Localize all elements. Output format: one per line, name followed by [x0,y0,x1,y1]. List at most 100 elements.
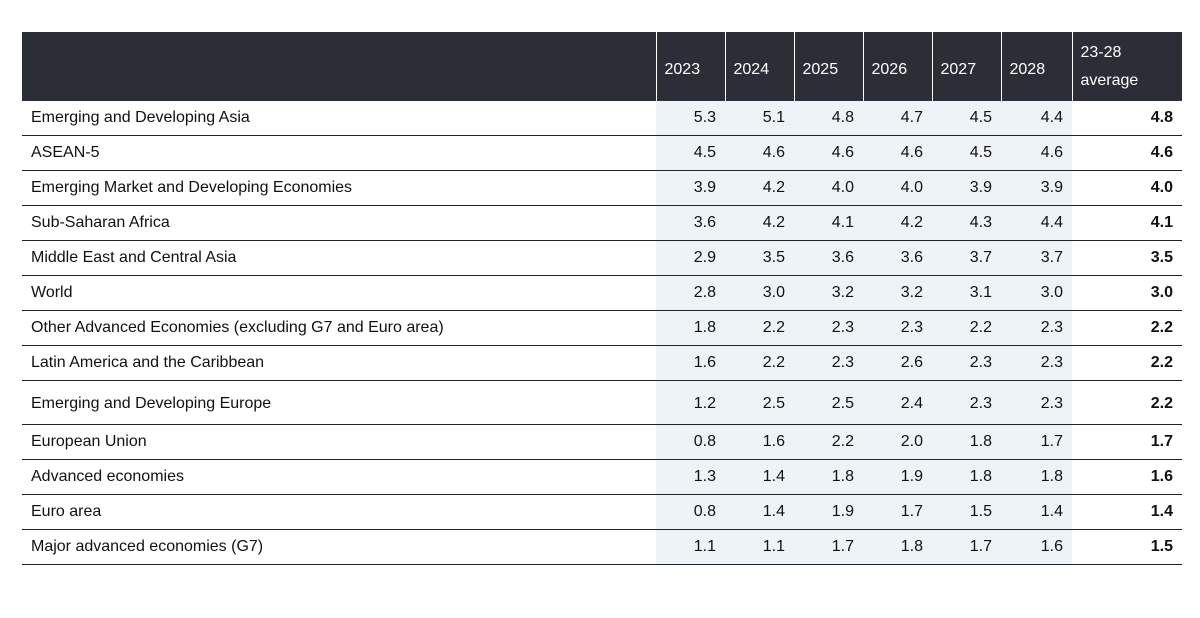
table-header: 2023 2024 2025 2026 2027 2028 23-28 avera… [22,32,1182,101]
header-average-line2: average [1080,71,1139,89]
header-year: 2028 [1000,32,1072,101]
value-cell: 1.7 [863,494,932,530]
average-cell: 1.5 [1072,529,1182,565]
value-cell: 3.9 [656,170,725,206]
value-cell: 1.7 [932,529,1001,565]
value-cell: 3.6 [656,205,725,241]
header-average: 23-28 average [1071,32,1182,101]
value-cell: 4.8 [794,101,863,136]
table-row: Sub-Saharan Africa 3.6 4.2 4.1 4.2 4.3 4.4 4.1 [22,205,1182,241]
value-cell: 1.8 [794,459,863,495]
value-cell: 2.3 [1001,380,1072,425]
value-cell: 4.7 [863,101,932,136]
value-cell: 4.3 [932,205,1001,241]
value-cell: 1.4 [1001,494,1072,530]
value-cell: 2.5 [725,380,794,425]
average-cell: 2.2 [1072,345,1182,381]
value-cell: 3.2 [794,275,863,311]
value-cell: 3.7 [932,240,1001,276]
value-cell: 4.6 [863,135,932,171]
table-body: Emerging and Developing Asia 5.3 5.1 4.8 4.7… [22,101,1182,565]
value-cell: 4.5 [932,135,1001,171]
value-cell: 2.8 [656,275,725,311]
value-cell: 2.0 [863,424,932,460]
average-cell: 1.7 [1072,424,1182,460]
value-cell: 4.6 [725,135,794,171]
value-cell: 4.1 [794,205,863,241]
value-cell: 1.8 [1001,459,1072,495]
value-cell: 2.2 [725,310,794,346]
value-cell: 1.8 [863,529,932,565]
value-cell: 4.4 [1001,101,1072,136]
value-cell: 3.5 [725,240,794,276]
value-cell: 2.6 [863,345,932,381]
table-row: Advanced economies 1.3 1.4 1.8 1.9 1.8 1.8 1.6 [22,459,1182,495]
value-cell: 1.9 [794,494,863,530]
table-row: Emerging Market and Developing Economies… [22,170,1182,206]
value-cell: 1.8 [932,424,1001,460]
average-cell: 2.2 [1072,310,1182,346]
table-row: Middle East and Central Asia 2.9 3.5 3.6 3.6… [22,240,1182,276]
value-cell: 3.9 [932,170,1001,206]
table-row: Emerging and Developing Europe 1.2 2.5 2.5 2… [22,380,1182,425]
header-blank [22,32,656,101]
row-label: Emerging Market and Developing Economies [22,170,656,206]
value-cell: 1.9 [863,459,932,495]
value-cell: 2.2 [794,424,863,460]
row-label: Emerging and Developing Asia [22,101,656,136]
table-row: Latin America and the Caribbean 1.6 2.2 2.3… [22,345,1182,381]
value-cell: 4.2 [725,205,794,241]
value-cell: 4.5 [932,101,1001,136]
table-row: European Union 0.8 1.6 2.2 2.0 1.8 1.7 1.7 [22,424,1182,460]
value-cell: 0.8 [656,424,725,460]
average-cell: 4.1 [1072,205,1182,241]
value-cell: 1.8 [656,310,725,346]
value-cell: 3.0 [725,275,794,311]
value-cell: 1.8 [932,459,1001,495]
value-cell: 3.7 [1001,240,1072,276]
row-label: Major advanced economies (G7) [22,529,656,565]
average-cell: 4.8 [1072,101,1182,136]
value-cell: 2.3 [794,345,863,381]
value-cell: 1.6 [725,424,794,460]
row-label: Advanced economies [22,459,656,495]
table-row: World 2.8 3.0 3.2 3.2 3.1 3.0 3.0 [22,275,1182,311]
value-cell: 2.9 [656,240,725,276]
row-label: Euro area [22,494,656,530]
value-cell: 4.6 [1001,135,1072,171]
value-cell: 1.4 [725,459,794,495]
value-cell: 1.3 [656,459,725,495]
value-cell: 1.2 [656,380,725,425]
value-cell: 5.3 [656,101,725,136]
average-cell: 4.0 [1072,170,1182,206]
value-cell: 3.6 [794,240,863,276]
average-cell: 4.6 [1072,135,1182,171]
row-label: European Union [22,424,656,460]
value-cell: 0.8 [656,494,725,530]
value-cell: 1.6 [1001,529,1072,565]
value-cell: 4.6 [794,135,863,171]
value-cell: 3.0 [1001,275,1072,311]
header-average-line1: 23-28 [1080,43,1122,61]
value-cell: 3.1 [932,275,1001,311]
value-cell: 4.4 [1001,205,1072,241]
value-cell: 3.6 [863,240,932,276]
value-cell: 2.3 [1001,310,1072,346]
row-label: Sub-Saharan Africa [22,205,656,241]
header-year: 2026 [862,32,932,101]
value-cell: 1.4 [725,494,794,530]
row-label: Latin America and the Caribbean [22,345,656,381]
header-year: 2027 [931,32,1001,101]
table-row: ASEAN-5 4.5 4.6 4.6 4.6 4.5 4.6 4.6 [22,135,1182,171]
value-cell: 1.7 [1001,424,1072,460]
value-cell: 2.3 [932,345,1001,381]
value-cell: 1.1 [656,529,725,565]
value-cell: 3.2 [863,275,932,311]
row-label: World [22,275,656,311]
average-cell: 2.2 [1072,380,1182,425]
row-label: ASEAN-5 [22,135,656,171]
average-cell: 1.4 [1072,494,1182,530]
row-label: Middle East and Central Asia [22,240,656,276]
value-cell: 4.2 [725,170,794,206]
header-row: 2023 2024 2025 2026 2027 2028 23-28 avera… [22,32,1182,101]
